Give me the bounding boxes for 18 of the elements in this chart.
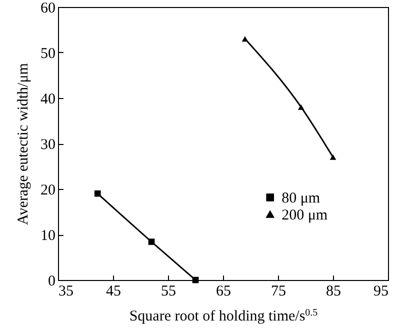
y-tick-label: 30	[40, 137, 56, 153]
y-tick-label: 10	[40, 228, 56, 244]
x-tick-label: 75	[271, 284, 286, 300]
y-axis-title: Average eutectic width/μm	[16, 62, 32, 225]
x-tick-label: 95	[374, 284, 388, 300]
y-tick-label: 20	[40, 182, 56, 198]
x-tick-label: 55	[161, 284, 176, 300]
x-tick-label: 65	[216, 284, 231, 300]
x-tick-label: 45	[106, 284, 121, 300]
legend-label: 200 μm	[282, 207, 328, 224]
x-tick-label: 85	[326, 284, 341, 300]
x-axis-title: Square root of holding time/s$^{0.5}$	[129, 307, 318, 324]
y-tick-label: 60	[40, 0, 56, 16]
y-tick-label: 40	[40, 92, 56, 108]
x-tick-label: 35	[58, 284, 74, 300]
legend-label: 80 μm	[282, 190, 320, 206]
y-tick-label: 50	[40, 46, 56, 62]
y-tick-label: 0	[48, 274, 56, 290]
